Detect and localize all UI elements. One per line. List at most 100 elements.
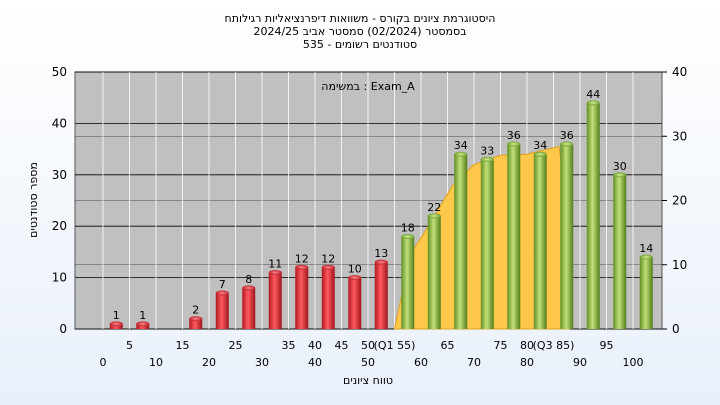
bar [136,321,150,329]
bar-top [560,141,574,147]
y-tick-label: 40 [52,116,67,130]
bar-top [321,264,335,270]
bar [374,259,388,329]
bar [480,156,494,329]
x-tick-label-lower: 50 [361,356,375,369]
bar-body [215,293,229,329]
chart-title: היסטוגרמת ציונים בקורס - משוואות דיפרנצי… [225,12,496,51]
y2-tick-label: 20 [672,194,687,208]
x-tick-label-upper: 5 [126,339,133,352]
bar-value-label: 34 [533,139,547,152]
bar-body [560,143,574,329]
x-tick-label-upper: (Q1 55) [374,339,416,352]
bar-top [242,285,256,291]
bar-value-label: 1 [139,309,146,322]
bar [586,100,600,329]
bar [109,321,123,329]
bar-top [613,172,627,178]
title-line-3: סטודנטים רשומים - 535 [303,38,417,51]
bar-top [454,151,468,157]
bar-body [242,287,256,329]
x-tick-label-upper: 35 [282,339,296,352]
bar-top [480,156,494,162]
x-tick-label-upper: 15 [176,339,190,352]
bar-top [189,316,203,322]
y-tick-label: 10 [52,271,67,285]
chart-annotation: במשימה : Exam_A [321,80,415,93]
x-tick-label-upper: 95 [600,339,614,352]
bar-body [401,236,415,329]
bar-body [268,272,282,329]
bar-body [348,277,362,329]
bar [427,213,441,329]
bar-body [189,318,203,329]
bar [189,316,203,329]
bar [242,285,256,329]
bar-top [295,264,309,270]
bar-value-label: 22 [427,201,441,214]
bar-value-label: 10 [348,263,362,276]
bar-top [215,290,229,296]
x-axis-title: טווח ציונים [343,374,393,387]
y-tick-label: 30 [52,168,67,182]
bar-top [639,254,653,260]
x-tick-label-upper: 45 [335,339,349,352]
bar-value-label: 33 [480,144,494,157]
y2-tick-label: 30 [672,129,687,143]
bar [639,254,653,329]
bar [454,151,468,329]
bar-body [613,174,627,329]
x-tick-label-lower: 70 [467,356,481,369]
bar [321,264,335,329]
x-tick-label-lower: 100 [623,356,644,369]
bar [215,290,229,329]
y-axis-right: 0 10 20 30 40 [662,65,687,336]
bar-body [586,102,600,329]
bar-top [136,321,150,327]
title-line-2: בסמסטר (02/2024) סמסטר אביב 2024/25 [253,25,466,38]
bar-top [401,233,415,239]
y-tick-label: 50 [52,65,67,79]
bar-value-label: 11 [268,257,282,270]
x-tick-label-lower: 60 [414,356,428,369]
bars [109,100,653,329]
y-axis-left: 0 10 20 30 40 50 [52,65,67,336]
bar-body [454,154,468,329]
bar-value-label: 36 [507,129,521,142]
bar-value-label: 7 [219,278,226,291]
x-tick-label-upper: 80 [520,339,534,352]
bar-value-label: 18 [401,221,415,234]
bar [348,275,362,329]
x-tick-label-upper: 25 [229,339,243,352]
bar [295,264,309,329]
bar-value-label: 2 [192,304,199,317]
bar-value-label: 14 [639,242,653,255]
bar-top [533,151,547,157]
bar-body [136,323,150,329]
y-tick-label: 0 [59,322,67,336]
bar-value-label: 36 [560,129,574,142]
bar-value-label: 8 [245,273,252,286]
bar [560,141,574,329]
bar-body [533,154,547,329]
x-tick-label-lower: 10 [149,356,163,369]
bar-body [109,323,123,329]
x-tick-label-lower: 20 [202,356,216,369]
x-tick-label-upper: 50 [361,339,375,352]
x-tick-label-lower: 90 [573,356,587,369]
bar-body [295,267,309,329]
bar-top [109,321,123,327]
bar-top [586,100,600,106]
bar-body [374,262,388,329]
bar-value-label: 12 [321,252,335,265]
x-tick-label-lower: 80 [520,356,534,369]
bar-value-label: 1 [113,309,120,322]
bar-body [480,159,494,329]
bar-top [427,213,441,219]
x-tick-label-lower: 40 [308,356,322,369]
y2-tick-label: 40 [672,65,687,79]
title-line-1: היסטוגרמת ציונים בקורס - משוואות דיפרנצי… [225,12,496,25]
x-tick-label-lower: 0 [100,356,107,369]
bar-top [268,269,282,275]
